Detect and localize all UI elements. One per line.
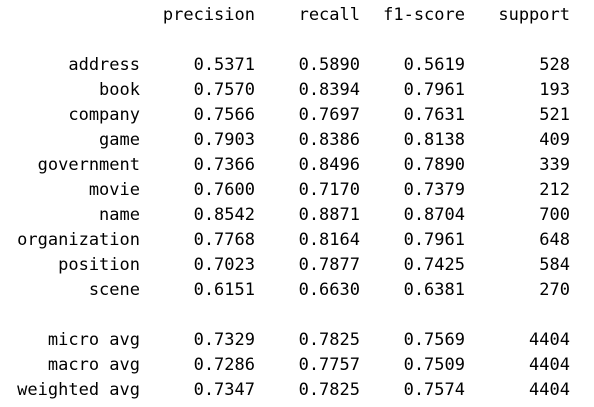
row-label: name xyxy=(99,205,140,225)
column-header-support: support xyxy=(498,5,570,25)
recall-value: 0.7877 xyxy=(298,255,360,275)
recall-value: 0.8496 xyxy=(298,155,360,175)
average-label: weighted avg xyxy=(17,380,140,400)
precision-value: 0.5371 xyxy=(193,55,255,75)
column-header-f1-score: f1-score xyxy=(383,5,465,25)
support-value: 270 xyxy=(539,280,570,300)
table-row: name 0.8542 0.8871 0.8704 700 xyxy=(0,203,594,227)
support-value: 339 xyxy=(539,155,570,175)
support-value: 584 xyxy=(539,255,570,275)
recall-value: 0.7170 xyxy=(298,180,360,200)
precision-value: 0.8542 xyxy=(193,205,255,225)
table-row: government 0.7366 0.8496 0.7890 339 xyxy=(0,153,594,177)
precision-value: 0.7023 xyxy=(193,255,255,275)
support-value: 4404 xyxy=(529,330,570,350)
f1-score-value: 0.7961 xyxy=(403,230,465,250)
average-label: macro avg xyxy=(47,355,140,375)
precision-value: 0.6151 xyxy=(193,280,255,300)
table-row: game 0.7903 0.8386 0.8138 409 xyxy=(0,128,594,152)
f1-score-value: 0.8138 xyxy=(403,130,465,150)
row-label: organization xyxy=(17,230,140,250)
table-row: book 0.7570 0.8394 0.7961 193 xyxy=(0,78,594,102)
recall-value: 0.5890 xyxy=(298,55,360,75)
support-value: 409 xyxy=(539,130,570,150)
row-label: company xyxy=(68,105,140,125)
precision-value: 0.7600 xyxy=(193,180,255,200)
row-label: address xyxy=(68,55,140,75)
row-label: government xyxy=(37,155,140,175)
f1-score-value: 0.7631 xyxy=(403,105,465,125)
recall-value: 0.8386 xyxy=(298,130,360,150)
average-row: micro avg 0.7329 0.7825 0.7569 4404 xyxy=(0,328,594,352)
support-value: 4404 xyxy=(529,355,570,375)
support-value: 212 xyxy=(539,180,570,200)
precision-value: 0.7286 xyxy=(193,355,255,375)
row-label: scene xyxy=(88,280,140,300)
average-row: macro avg 0.7286 0.7757 0.7509 4404 xyxy=(0,353,594,377)
precision-value: 0.7329 xyxy=(193,330,255,350)
f1-score-value: 0.7425 xyxy=(403,255,465,275)
f1-score-value: 0.7509 xyxy=(403,355,465,375)
table-row: company 0.7566 0.7697 0.7631 521 xyxy=(0,103,594,127)
precision-value: 0.7366 xyxy=(193,155,255,175)
recall-value: 0.7825 xyxy=(298,380,360,400)
precision-value: 0.7768 xyxy=(193,230,255,250)
table-row: scene 0.6151 0.6630 0.6381 270 xyxy=(0,278,594,302)
f1-score-value: 0.7890 xyxy=(403,155,465,175)
recall-value: 0.6630 xyxy=(298,280,360,300)
table-row: position 0.7023 0.7877 0.7425 584 xyxy=(0,253,594,277)
support-value: 648 xyxy=(539,230,570,250)
f1-score-value: 0.8704 xyxy=(403,205,465,225)
average-label: micro avg xyxy=(47,330,140,350)
recall-value: 0.8164 xyxy=(298,230,360,250)
precision-value: 0.7566 xyxy=(193,105,255,125)
header-row: precision recall f1-score support xyxy=(0,3,594,27)
f1-score-value: 0.7569 xyxy=(403,330,465,350)
average-row: weighted avg 0.7347 0.7825 0.7574 4404 xyxy=(0,378,594,402)
support-value: 700 xyxy=(539,205,570,225)
table-row: organization 0.7768 0.8164 0.7961 648 xyxy=(0,228,594,252)
row-label: position xyxy=(58,255,140,275)
f1-score-value: 0.5619 xyxy=(403,55,465,75)
recall-value: 0.7697 xyxy=(298,105,360,125)
column-header-precision: precision xyxy=(162,5,255,25)
precision-value: 0.7903 xyxy=(193,130,255,150)
support-value: 4404 xyxy=(529,380,570,400)
precision-value: 0.7347 xyxy=(193,380,255,400)
table-row: movie 0.7600 0.7170 0.7379 212 xyxy=(0,178,594,202)
row-label: movie xyxy=(88,180,140,200)
row-label: game xyxy=(99,130,140,150)
support-value: 528 xyxy=(539,55,570,75)
precision-value: 0.7570 xyxy=(193,80,255,100)
row-label: book xyxy=(99,80,140,100)
column-header-recall: recall xyxy=(298,5,360,25)
recall-value: 0.7825 xyxy=(298,330,360,350)
recall-value: 0.7757 xyxy=(298,355,360,375)
support-value: 193 xyxy=(539,80,570,100)
f1-score-value: 0.7574 xyxy=(403,380,465,400)
f1-score-value: 0.7379 xyxy=(403,180,465,200)
recall-value: 0.8871 xyxy=(298,205,360,225)
table-row: address 0.5371 0.5890 0.5619 528 xyxy=(0,53,594,77)
recall-value: 0.8394 xyxy=(298,80,360,100)
f1-score-value: 0.6381 xyxy=(403,280,465,300)
support-value: 521 xyxy=(539,105,570,125)
f1-score-value: 0.7961 xyxy=(403,80,465,100)
